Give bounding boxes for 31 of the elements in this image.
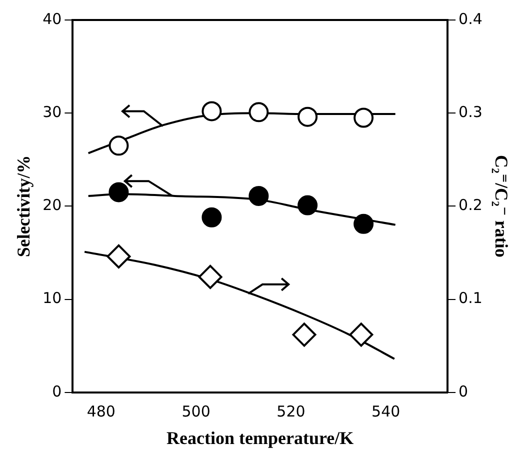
y2-tick-label: 0.4 — [458, 10, 482, 28]
y-tick-label: 30 — [42, 102, 62, 121]
y2-tick-label: 0.2 — [458, 196, 482, 214]
y-tick-label: 0 — [52, 382, 62, 400]
point — [248, 102, 269, 122]
x-tick-label: 480 — [86, 402, 116, 420]
y-axis-title: Selectivity/% — [13, 155, 34, 258]
point — [202, 207, 222, 228]
point — [298, 195, 318, 216]
x-tick-label: 500 — [182, 402, 210, 420]
point — [198, 264, 222, 289]
y2-axis-title: C₂⁼/C₂⁻ ratio — [492, 155, 512, 258]
point — [354, 108, 374, 128]
y2-tick-label: 0.3 — [458, 102, 482, 121]
point — [354, 214, 374, 234]
point — [202, 101, 222, 122]
y-tick-label: 40 — [42, 10, 62, 28]
point — [292, 322, 316, 347]
y-tick-label: 10 — [42, 289, 62, 308]
y2-tick-label: 0 — [458, 382, 468, 400]
point — [108, 182, 129, 202]
x-axis-title: Reaction temperature/K — [166, 428, 354, 448]
y-tick-label: 20 — [42, 196, 62, 214]
x-tick-label: 540 — [372, 402, 400, 420]
x-tick-label: 520 — [276, 402, 306, 420]
point — [298, 106, 318, 127]
y2-tick-label: 0.1 — [458, 289, 482, 308]
point — [349, 322, 374, 347]
point — [106, 244, 131, 268]
point — [108, 136, 129, 156]
point — [248, 186, 269, 206]
